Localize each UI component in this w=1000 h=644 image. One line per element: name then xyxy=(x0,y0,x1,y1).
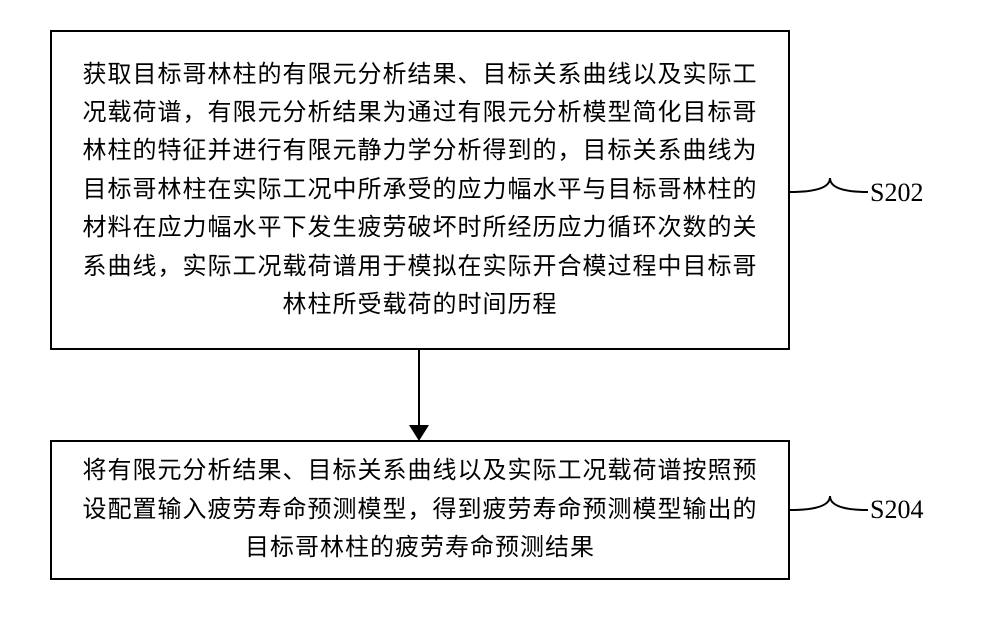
flowchart-step-1: 获取目标哥林柱的有限元分析结果、目标关系曲线以及实际工况载荷谱，有限元分析结果为… xyxy=(50,30,790,350)
connector-curve-1 xyxy=(790,178,870,208)
step-2-text: 将有限元分析结果、目标关系曲线以及实际工况载荷谱按照预设配置输入疲劳寿命预测模型… xyxy=(76,452,764,567)
step-2-label: S204 xyxy=(870,495,923,525)
flowchart-container: 获取目标哥林柱的有限元分析结果、目标关系曲线以及实际工况载荷谱，有限元分析结果为… xyxy=(0,0,1000,644)
step-1-text: 获取目标哥林柱的有限元分析结果、目标关系曲线以及实际工况载荷谱，有限元分析结果为… xyxy=(76,56,764,325)
arrow-line xyxy=(418,350,420,428)
arrow-head-icon xyxy=(409,425,429,441)
connector-curve-2 xyxy=(790,496,870,526)
step-1-label: S202 xyxy=(870,178,923,208)
flowchart-step-2: 将有限元分析结果、目标关系曲线以及实际工况载荷谱按照预设配置输入疲劳寿命预测模型… xyxy=(50,440,790,580)
